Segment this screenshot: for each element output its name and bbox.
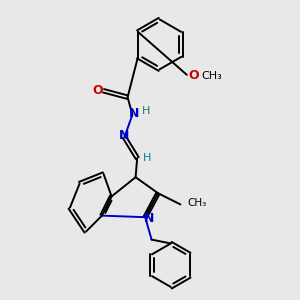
Text: O: O: [188, 69, 199, 82]
Text: N: N: [129, 107, 139, 120]
Text: CH₃: CH₃: [201, 71, 222, 81]
Text: O: O: [92, 84, 103, 97]
Text: N: N: [118, 129, 129, 142]
Text: N: N: [144, 212, 154, 225]
Text: CH₃: CH₃: [188, 198, 207, 208]
Text: H: H: [142, 106, 150, 116]
Text: H: H: [143, 153, 152, 163]
